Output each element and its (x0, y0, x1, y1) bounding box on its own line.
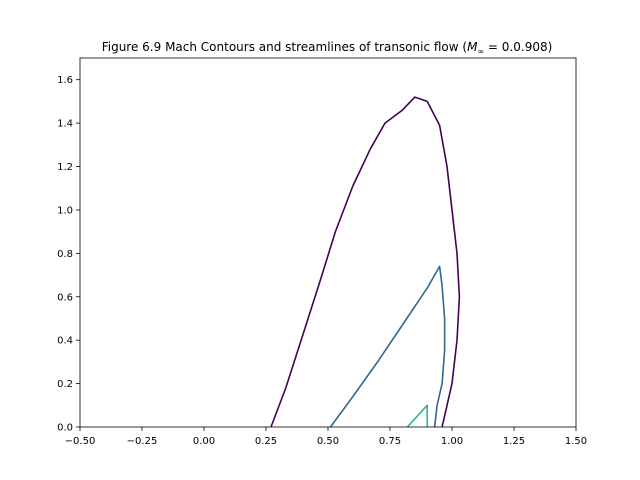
y-tick-label: 0.6 (57, 292, 73, 303)
series-layer (270, 96, 461, 428)
x-tick-label: 1.50 (565, 436, 587, 447)
contour-line-1 (270, 96, 461, 428)
y-tick-label: 0.4 (57, 336, 73, 347)
x-tick-label: −0.25 (127, 436, 158, 447)
chart-title-math-sub: ∞ (477, 47, 484, 56)
chart-title-text: Figure 6.9 Mach Contours and streamlines… (102, 40, 467, 54)
y-tick-label: 1.4 (57, 119, 73, 130)
ticks-layer: −0.50 −0.25 0.00 0.25 0.50 0.75 1.00 1.25 1.50 0.… (57, 75, 587, 447)
y-tick-label: 1.2 (57, 162, 73, 173)
x-tick-label: −0.50 (65, 436, 96, 447)
chart-title-math: M (467, 40, 478, 54)
y-tick-label: 1.6 (57, 75, 73, 86)
y-tick-label: 0.8 (57, 249, 73, 260)
y-tick-label: 1.0 (57, 205, 73, 216)
contour-line-2 (329, 265, 446, 428)
y-tick-label: 0.0 (57, 423, 73, 434)
contour-line-3 (406, 404, 429, 428)
chart-title: Figure 6.9 Mach Contours and streamlines… (102, 40, 553, 56)
x-tick-label: 1.25 (503, 436, 525, 447)
x-tick-label: 0.00 (193, 436, 215, 447)
y-tick-label: 0.2 (57, 379, 73, 390)
plot-frame (79, 57, 577, 428)
chart-title-end: = 0.0.908) (484, 40, 552, 54)
x-tick-label: 1.00 (441, 436, 463, 447)
x-tick-label: 0.75 (379, 436, 401, 447)
x-tick-label: 0.25 (255, 436, 277, 447)
x-tick-label: 0.50 (317, 436, 339, 447)
